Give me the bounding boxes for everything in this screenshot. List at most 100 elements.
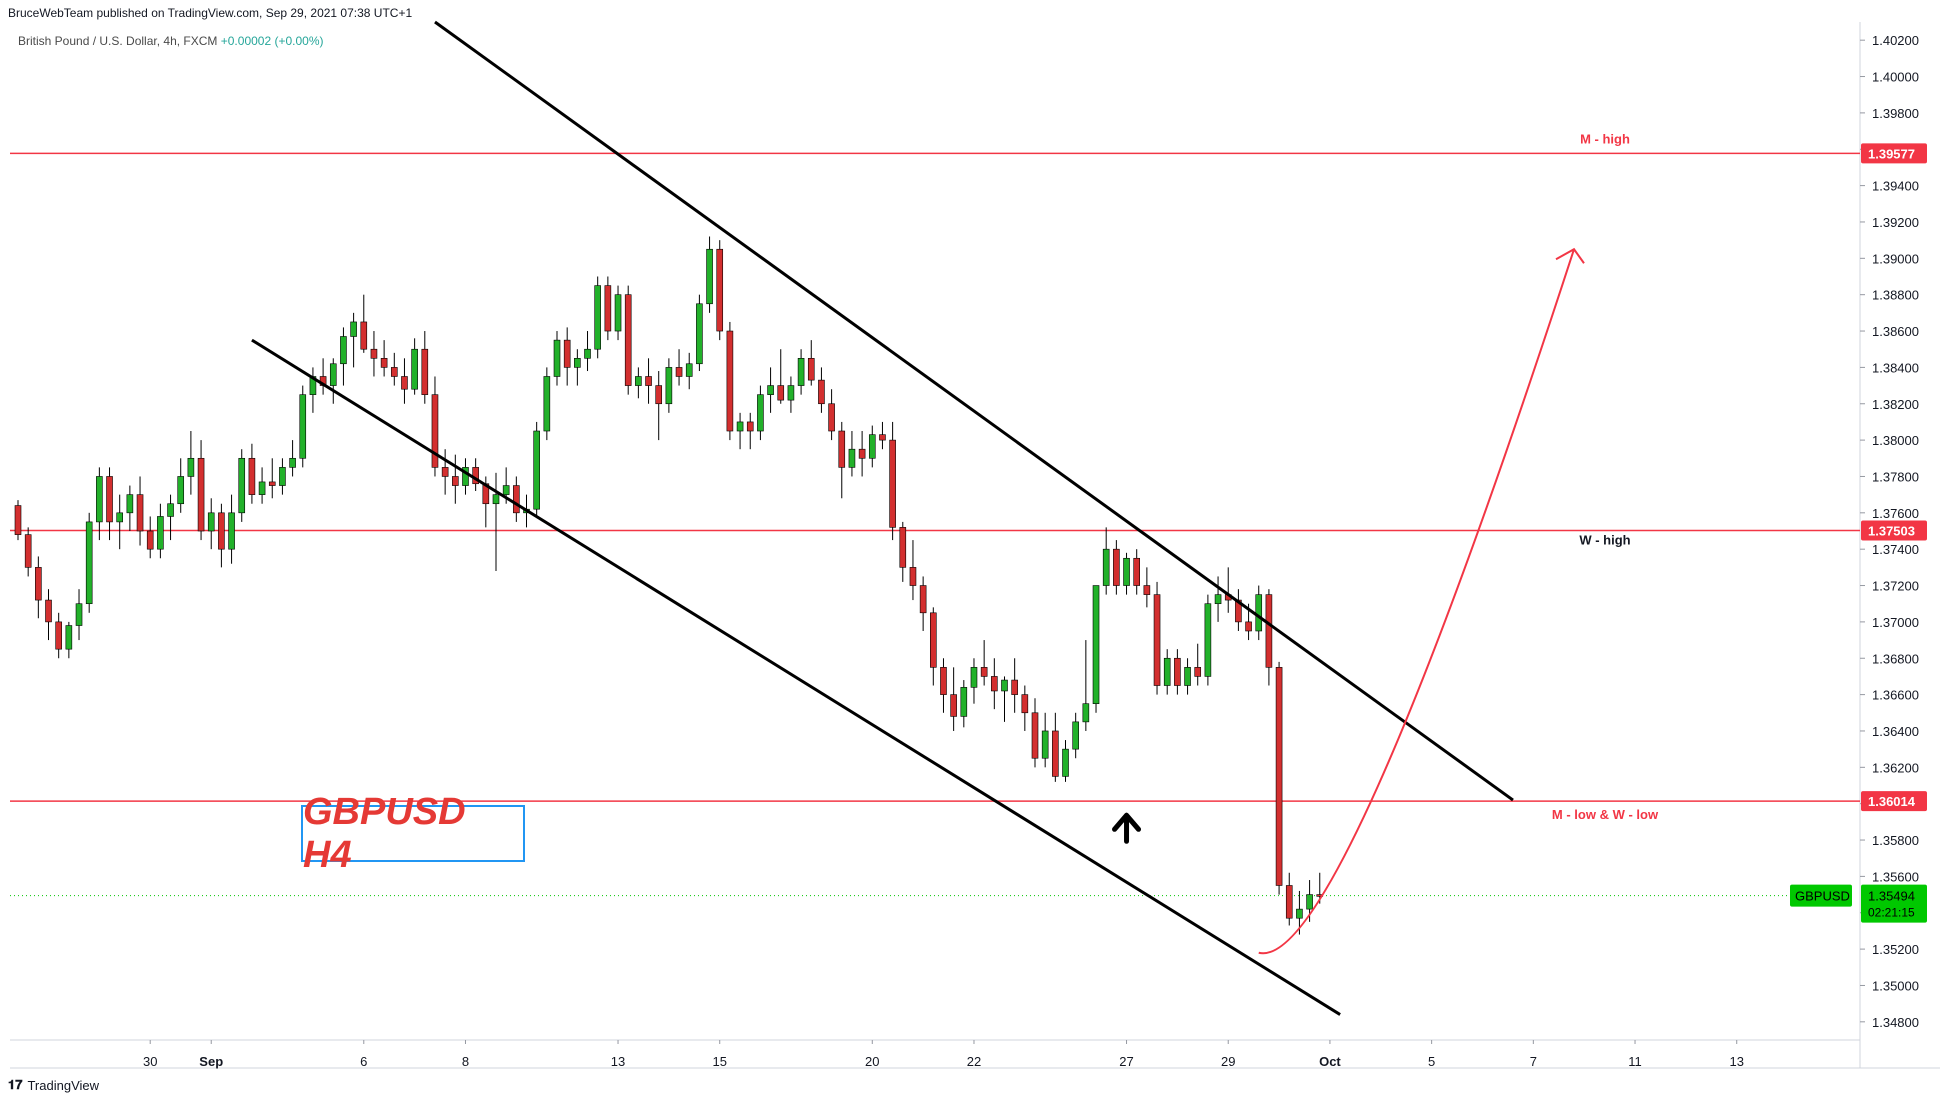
channel-lower-line xyxy=(251,338,1341,1016)
candle xyxy=(248,457,256,495)
y-tick-label: 1.36600 xyxy=(1872,688,1919,703)
candle xyxy=(838,430,846,468)
candle xyxy=(645,376,652,386)
candle xyxy=(604,285,612,332)
candle xyxy=(696,303,703,365)
candle xyxy=(370,348,378,359)
x-tick-label: Sep xyxy=(199,1054,223,1069)
candle xyxy=(197,457,205,532)
candle xyxy=(624,294,632,386)
candle xyxy=(533,430,540,510)
candle xyxy=(706,248,713,305)
x-tick-label: 13 xyxy=(1729,1054,1743,1069)
x-tick-label: 6 xyxy=(360,1054,367,1069)
candle xyxy=(889,439,896,528)
candle xyxy=(431,394,439,468)
candle xyxy=(441,467,449,477)
y-tick-label: 1.35000 xyxy=(1872,978,1919,993)
candle xyxy=(1113,548,1120,586)
x-tick-label: 30 xyxy=(143,1054,157,1069)
price-change: +0.00002 (+0.00%) xyxy=(220,34,324,48)
candle xyxy=(787,385,795,401)
level-price-tag-label: 1.39577 xyxy=(1868,146,1915,161)
candle xyxy=(960,687,968,717)
candle xyxy=(1194,667,1202,677)
y-tick-label: 1.38400 xyxy=(1872,360,1919,375)
y-tick-label: 1.38600 xyxy=(1872,324,1919,339)
candle xyxy=(380,358,388,368)
footer-branding[interactable]: 𝟏𝟕 TradingView xyxy=(8,1077,99,1093)
y-tick-label: 1.39800 xyxy=(1872,106,1919,121)
candle xyxy=(655,385,663,405)
y-tick-label: 1.39200 xyxy=(1872,215,1919,230)
x-tick-label: 7 xyxy=(1530,1054,1537,1069)
candle xyxy=(1001,679,1008,692)
candle xyxy=(563,339,571,368)
y-tick-label: 1.36400 xyxy=(1872,724,1919,739)
y-tick-label: 1.40000 xyxy=(1872,70,1919,85)
x-tick-label: 29 xyxy=(1221,1054,1235,1069)
candle xyxy=(238,457,246,514)
candle xyxy=(258,481,266,495)
candle xyxy=(329,363,337,386)
x-tick-label: 27 xyxy=(1119,1054,1133,1069)
level-label: M - high xyxy=(1580,131,1630,146)
y-tick-label: 1.38800 xyxy=(1872,288,1919,303)
candle xyxy=(421,348,429,395)
y-tick-label: 1.38000 xyxy=(1872,433,1919,448)
candle xyxy=(65,625,73,650)
candle xyxy=(828,403,835,432)
chart-badge: GBPUSD H4 xyxy=(301,791,525,876)
candle xyxy=(716,248,724,332)
candle xyxy=(75,603,83,626)
y-tick-label: 1.36800 xyxy=(1872,651,1919,666)
symbol-price-tag xyxy=(1790,884,1852,907)
candle xyxy=(146,530,154,550)
candle xyxy=(1163,657,1171,686)
candle xyxy=(126,494,134,514)
y-tick-label: 1.35600 xyxy=(1872,869,1919,884)
candle xyxy=(1052,730,1059,777)
x-tick-label: Oct xyxy=(1319,1054,1341,1069)
candle xyxy=(85,521,93,605)
x-tick-label: 11 xyxy=(1628,1054,1642,1069)
candle xyxy=(868,434,876,459)
candle xyxy=(1133,557,1140,586)
candle xyxy=(228,512,235,550)
y-tick-label: 1.37600 xyxy=(1872,506,1919,521)
y-tick-label: 1.37000 xyxy=(1872,615,1919,630)
candle xyxy=(1214,594,1222,605)
candle xyxy=(767,385,774,395)
candle xyxy=(96,476,103,523)
candle xyxy=(1143,585,1151,595)
candle xyxy=(136,494,144,532)
candle xyxy=(106,476,113,523)
countdown-label: 02:21:15 xyxy=(1868,906,1915,920)
y-tick-label: 1.38200 xyxy=(1872,397,1919,412)
up-arrow-icon xyxy=(1112,812,1142,844)
candle xyxy=(736,421,744,432)
candle xyxy=(584,348,591,359)
x-tick-label: 5 xyxy=(1428,1054,1435,1069)
x-tick-label: 15 xyxy=(712,1054,726,1069)
candle xyxy=(340,336,347,365)
level-label: M - low & W - low xyxy=(1552,807,1659,822)
candle xyxy=(1011,679,1018,695)
candle xyxy=(1123,557,1130,586)
candle xyxy=(614,294,622,332)
current-price-tag-label: 1.35494 xyxy=(1868,889,1915,904)
candle xyxy=(177,476,185,505)
symbol-description: British Pound / U.S. Dollar, 4h, FXCM xyxy=(18,34,218,48)
candle xyxy=(574,358,581,368)
tradingview-logo-icon: 𝟏𝟕 xyxy=(8,1077,23,1092)
y-tick-label: 1.39400 xyxy=(1872,179,1919,194)
candle xyxy=(299,394,307,459)
x-tick-label: 8 xyxy=(462,1054,469,1069)
symbol-legend: British Pound / U.S. Dollar, 4h, FXCM +0… xyxy=(18,34,324,48)
current-price-tag xyxy=(1861,884,1927,923)
candle xyxy=(502,485,510,495)
level-price-tag xyxy=(1861,143,1927,164)
footer-brand-label: TradingView xyxy=(27,1077,100,1093)
candle xyxy=(513,485,520,514)
